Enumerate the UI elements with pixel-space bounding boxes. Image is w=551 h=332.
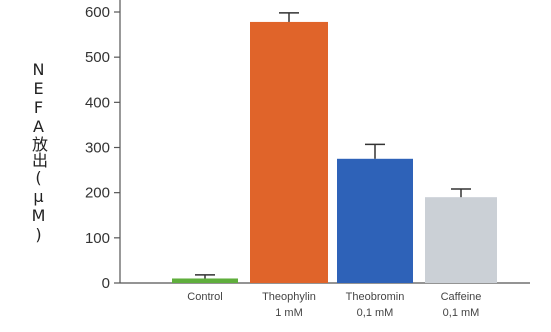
bars	[172, 12, 497, 283]
category-dose-label: 1 mM	[275, 307, 303, 319]
y-tick-label: 300	[85, 140, 110, 157]
y-tick-label: 500	[85, 49, 110, 66]
y-axis-label: NEFA放出(μM)	[29, 60, 48, 244]
category-label: Control	[187, 291, 222, 303]
bar-control	[172, 278, 238, 283]
bar-caffeine	[425, 197, 497, 283]
bar-theophylin	[250, 21, 328, 283]
category-dose-label: 0,1 mM	[357, 307, 394, 319]
category-label: Caffeine	[441, 291, 482, 303]
y-tick-label: 600	[85, 4, 110, 21]
y-tick-label: 200	[85, 185, 110, 202]
y-tick-label: 400	[85, 94, 110, 111]
category-label: Theobromin	[346, 291, 405, 303]
y-tick-label: 0	[102, 275, 110, 292]
category-labels: Control Theophylin 1 mM Theobromin 0,1 mM Caf…	[187, 291, 481, 319]
category-label: Theophylin	[262, 291, 316, 303]
y-tick-label: 100	[85, 230, 110, 247]
category-dose-label: 0,1 mM	[443, 307, 480, 319]
bar-theobromin	[337, 158, 413, 283]
